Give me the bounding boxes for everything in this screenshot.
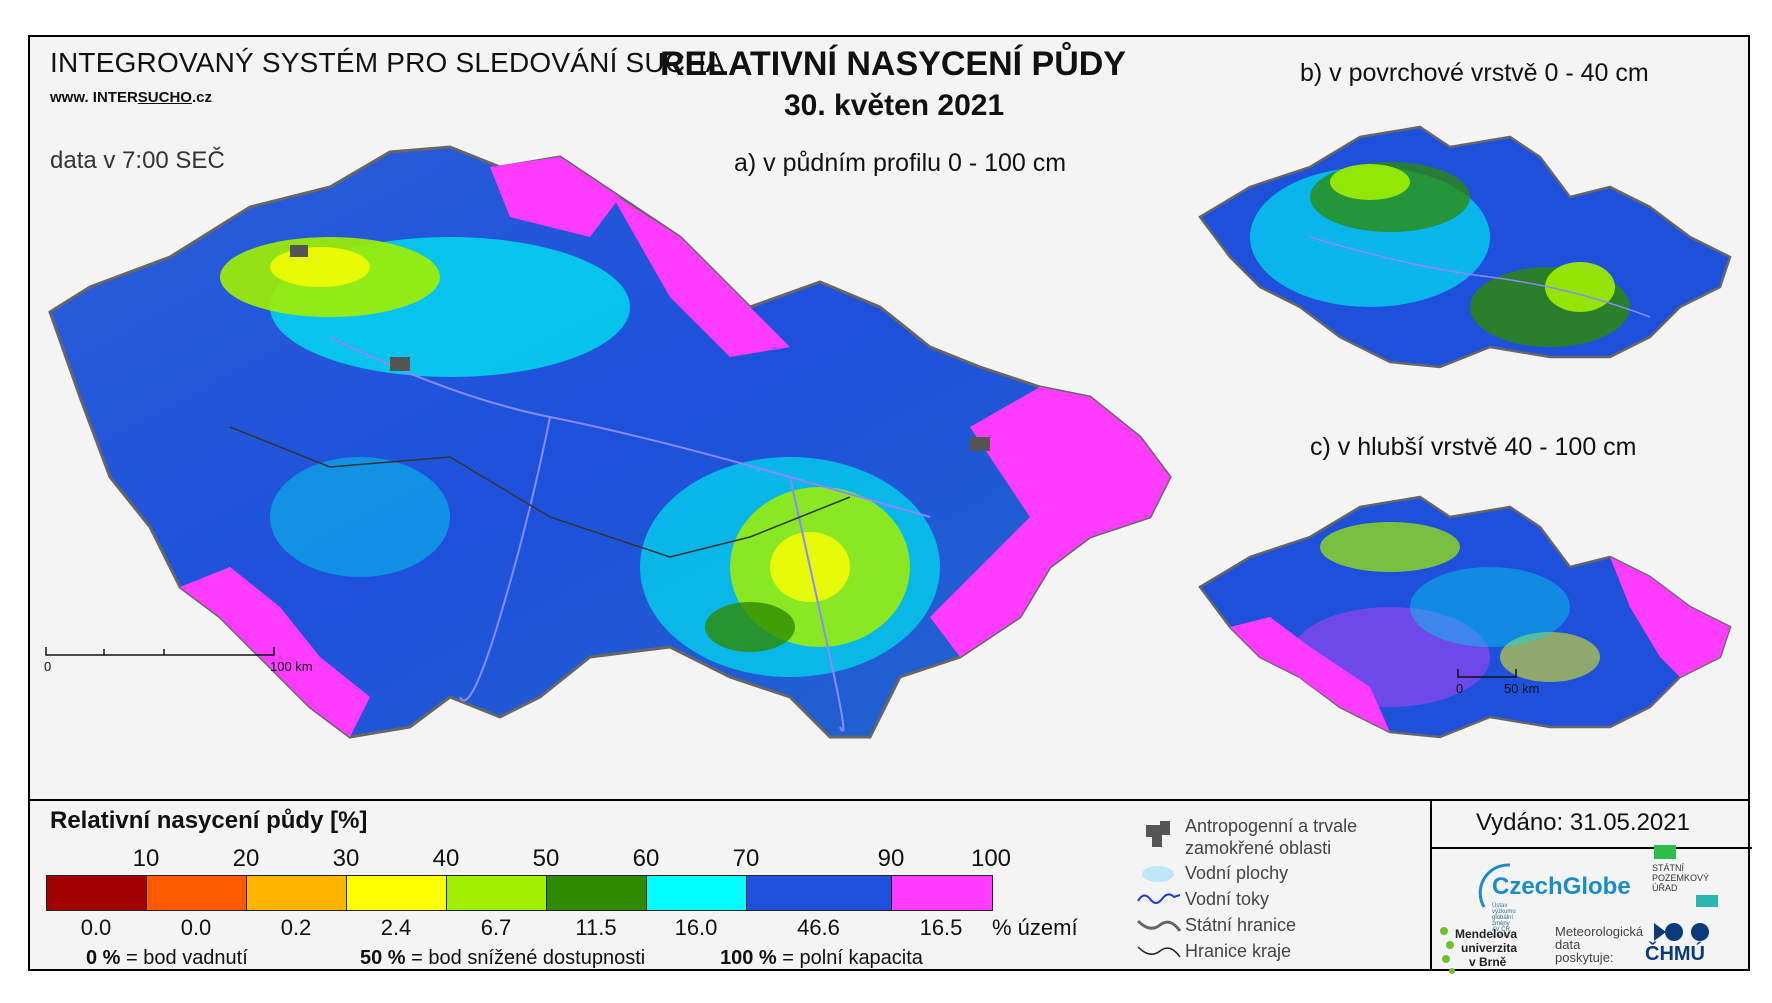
- main-title: RELATIVNÍ NASYCENÍ PŮDY: [660, 45, 1126, 83]
- legend-separator: [30, 799, 1748, 801]
- legend-class-1: [147, 876, 247, 910]
- main-map-a: [48, 145, 1172, 739]
- legend-vertical-separator: [1430, 801, 1432, 971]
- spu-logo-icon: [1654, 845, 1676, 859]
- scale-a-end: 100 km: [270, 659, 313, 674]
- region-border-icon: [1137, 946, 1181, 958]
- legend-percentage: 2.4: [380, 915, 412, 940]
- spu-logo-text: STÁTNÍ POZEMKOVÝ ÚŘAD: [1652, 863, 1710, 893]
- darkgreen-zone-south: [705, 602, 795, 652]
- legend-colorbar: [46, 875, 993, 911]
- anthropogenic-area-a3: [290, 245, 308, 257]
- map-b-label: b) v povrchové vrstvě 0 - 40 cm: [1300, 59, 1649, 87]
- legend-class-3: [347, 876, 447, 910]
- legend-tick: 30: [332, 845, 360, 872]
- state-border-icon: [1136, 919, 1182, 932]
- map-b: [1198, 125, 1732, 369]
- legend-class-7: [747, 876, 892, 910]
- yellow-zone-c1: [1500, 632, 1600, 682]
- legend-tick: 20: [232, 845, 260, 872]
- issued-date: Vydáno: 31.05.2021: [1476, 809, 1690, 836]
- legend-water-streams: Vodní toky: [1185, 889, 1270, 909]
- legend-anthropogenic: Antropogenní a trvale zamokřené oblasti: [1185, 816, 1358, 858]
- saturated-zone-east: [930, 387, 1170, 657]
- magenta-speckle-c: [1290, 607, 1490, 707]
- map-c-label: c) v hlubší vrstvě 40 - 100 cm: [1310, 433, 1637, 461]
- note-reduced: 50 % = bod snížené dostupnosti: [360, 947, 646, 969]
- saturated-zone-southwest: [180, 567, 370, 737]
- map-sheet: INTEGROVANÝ SYSTÉM PRO SLEDOVÁNÍ SUCHA w…: [28, 35, 1752, 974]
- meteo-provider-text: Meteorologická data poskytuje:: [1555, 924, 1644, 965]
- river-a3: [789, 476, 845, 732]
- river-b: [1309, 236, 1651, 318]
- scale-bar-c: [1457, 669, 1517, 678]
- system-url[interactable]: www. INTERSUCHO.cz: [50, 89, 212, 106]
- spu-teal-mark-icon: [1696, 895, 1718, 907]
- anthropogenic-symbol-icon: [1146, 821, 1170, 847]
- yellow-zone-north: [270, 247, 370, 287]
- legend-class-4: [447, 876, 547, 910]
- legend-pct-unit: % území: [992, 915, 1078, 940]
- czechglobe-text: CzechGlobe: [1492, 873, 1631, 900]
- legend-region-border: Hranice kraje: [1185, 941, 1292, 961]
- legend-tick: 70: [732, 845, 760, 872]
- chmu-logo-icon: [1654, 923, 1709, 941]
- legend-water-areas: Vodní plochy: [1185, 863, 1289, 883]
- cyan-zone-west: [270, 457, 450, 577]
- scale-bar-a: [45, 647, 275, 656]
- legend-percentage: 16.5: [919, 915, 963, 940]
- note-capacity: 100 % = polní kapacita: [720, 947, 923, 969]
- map-a-label: a) v půdním profilu 0 - 100 cm: [734, 149, 1067, 177]
- legend-tick: 60: [632, 845, 660, 872]
- legend-tick: 100: [970, 845, 1012, 872]
- legend-percentage: 16.0: [674, 915, 718, 940]
- lime-zone-b1: [1330, 164, 1410, 200]
- issued-separator: [1432, 847, 1752, 849]
- legend-percentage: 0.0: [80, 915, 112, 940]
- saturated-zone-north: [490, 157, 620, 237]
- anthropogenic-area-a1: [390, 357, 410, 371]
- legend-percentage: 0.0: [180, 915, 212, 940]
- scale-c-start: 0: [1456, 681, 1464, 696]
- green-zone-c1: [1320, 522, 1460, 572]
- mendel-logo-text: Mendelova univerzita v Brně: [1455, 927, 1518, 969]
- lime-zone-b2: [1545, 262, 1615, 312]
- scale-c-end: 50 km: [1504, 681, 1540, 696]
- saturated-zone-northeast: [610, 192, 790, 357]
- river-a2: [459, 416, 551, 702]
- map-date: 30. květen 2021: [784, 89, 1005, 122]
- region-border-a: [229, 426, 851, 558]
- legend-tick: 40: [432, 845, 460, 872]
- saturated-zone-c-west: [1230, 617, 1390, 732]
- scale-a-start: 0: [44, 659, 52, 674]
- legend-percentage: 6.7: [480, 915, 512, 940]
- czechglobe-subtitle: Ústav výzkumu globální změny AV ČR, v. v…: [1492, 903, 1516, 939]
- anthropogenic-area-a2: [970, 437, 990, 451]
- legend-tick: 90: [877, 845, 905, 872]
- water-area-icon: [1142, 866, 1174, 882]
- saturated-zone-c-east: [1610, 557, 1730, 677]
- legend-class-0: [47, 876, 147, 910]
- legend-percentage: 46.6: [797, 915, 840, 940]
- legend-class-8: [892, 876, 992, 910]
- river-a1: [329, 336, 931, 518]
- legend-class-6: [647, 876, 747, 910]
- river-line-icon: [1137, 893, 1181, 904]
- cyan-zone-c1: [1410, 567, 1570, 647]
- legend-class-2: [247, 876, 347, 910]
- note-wilting: 0 % = bod vadnutí: [86, 947, 248, 969]
- legend-class-5: [547, 876, 647, 910]
- czechglobe-arc-icon: [1478, 863, 1511, 908]
- legend-percentage: 11.5: [575, 915, 617, 940]
- data-time: data v 7:00 SEČ: [50, 147, 225, 174]
- legend-tick: 50: [532, 845, 560, 872]
- legend-percentage: 0.2: [280, 915, 312, 940]
- legend-state-border: Státní hranice: [1185, 915, 1297, 935]
- mendel-dots-icon: [1440, 927, 1455, 974]
- legend-tick: 10: [132, 845, 160, 872]
- chmu-logo-text: ČHMÚ: [1645, 943, 1705, 965]
- legend-title: Relativní nasycení půdy [%]: [50, 807, 368, 834]
- map-c: [1198, 495, 1732, 739]
- system-title: INTEGROVANÝ SYSTÉM PRO SLEDOVÁNÍ SUCHA: [50, 47, 725, 78]
